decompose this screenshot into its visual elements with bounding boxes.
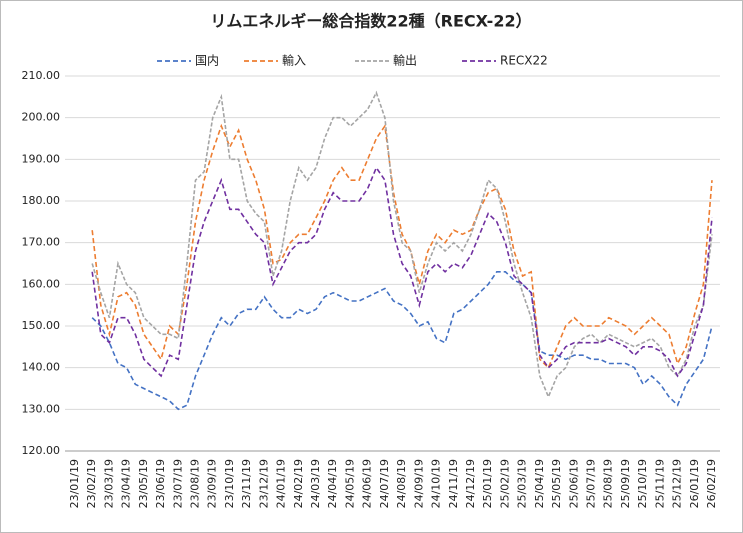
legend-label: 輸入	[282, 53, 306, 68]
x-tick-label: 23/07/19	[171, 459, 184, 508]
y-tick-label: 190.00	[22, 152, 61, 165]
x-tick-label: 23/08/19	[189, 459, 202, 508]
x-tick-label: 24/02/19	[292, 459, 305, 508]
y-tick-label: 180.00	[22, 194, 61, 207]
series-line	[91, 90, 713, 399]
x-tick-label: 25/06/19	[567, 459, 580, 508]
x-tick-label: 23/11/19	[240, 459, 253, 508]
y-tick-label: 160.00	[22, 277, 61, 290]
x-tick-label: 23/05/19	[137, 459, 150, 508]
x-tick-label: 25/04/19	[533, 459, 546, 508]
x-tick-label: 23/01/19	[68, 459, 81, 508]
x-tick-label: 23/03/19	[102, 459, 115, 508]
y-tick-label: 150.00	[22, 319, 61, 332]
x-tick-label: 24/01/19	[275, 459, 288, 508]
x-tick-label: 25/03/19	[516, 459, 529, 508]
x-tick-label: 25/07/19	[584, 459, 597, 508]
x-tick-label: 26/01/19	[688, 459, 701, 508]
x-tick-label: 25/02/19	[498, 459, 511, 508]
x-tick-label: 26/02/19	[705, 459, 718, 508]
x-tick-label: 23/09/19	[206, 459, 219, 508]
series-line	[91, 123, 713, 370]
x-tick-label: 23/04/19	[120, 459, 133, 508]
legend-label: RECX22	[500, 54, 548, 68]
x-tick-label: 24/03/19	[309, 459, 322, 508]
x-tick-label: 23/10/19	[223, 459, 236, 508]
x-tick-label: 23/06/19	[154, 459, 167, 508]
y-tick-label: 130.00	[22, 402, 61, 415]
x-tick-label: 23/02/19	[85, 459, 98, 508]
x-tick-label: 24/11/19	[447, 459, 460, 508]
y-tick-label: 120.00	[22, 444, 61, 457]
legend-label: 国内	[195, 54, 219, 68]
x-tick-label: 24/06/19	[361, 459, 374, 508]
x-tick-label: 24/10/19	[430, 459, 443, 508]
x-tick-label: 25/12/19	[671, 459, 684, 508]
x-tick-label: 25/05/19	[550, 459, 563, 508]
x-tick-label: 24/08/19	[395, 459, 408, 508]
x-tick-label: 25/01/19	[481, 459, 494, 508]
x-tick-label: 25/09/19	[619, 459, 632, 508]
y-tick-label: 200.00	[22, 111, 61, 124]
y-tick-label: 170.00	[22, 236, 61, 249]
x-tick-label: 25/08/19	[602, 459, 615, 508]
series-line	[91, 166, 713, 378]
x-tick-label: 24/09/19	[412, 459, 425, 508]
x-tick-label: 25/10/19	[636, 459, 649, 508]
x-tick-label: 24/07/19	[378, 459, 391, 508]
x-tick-label: 24/12/19	[464, 459, 477, 508]
chart-title: リムエネルギー総合指数22種（RECX-22）	[210, 12, 531, 31]
x-tick-label: 25/11/19	[653, 459, 666, 508]
x-tick-label: 24/05/19	[343, 459, 356, 508]
legend-label: 輸出	[393, 53, 417, 68]
x-tick-label: 24/04/19	[326, 459, 339, 508]
y-tick-label: 210.00	[22, 69, 61, 82]
series-line	[91, 271, 713, 411]
y-tick-label: 140.00	[22, 361, 61, 374]
x-tick-label: 23/12/19	[257, 459, 270, 508]
